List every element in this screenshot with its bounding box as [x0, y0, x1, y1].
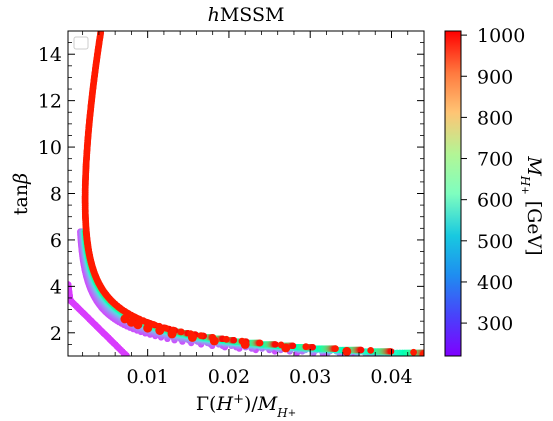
data-point-marker	[187, 332, 197, 342]
data-point	[272, 341, 279, 348]
colorbar-label: MH+ [GeV]	[518, 155, 545, 255]
colorbar-tick-label: 600	[477, 190, 513, 212]
colorbar-tick-label: 500	[477, 231, 513, 253]
colorbar-ticks: 300 400 500 600 700 800 900 1000	[461, 25, 525, 335]
data-point	[436, 352, 442, 358]
data-point	[434, 351, 440, 357]
data-point-marker	[143, 323, 153, 333]
data-point-marker	[281, 343, 291, 353]
y-tick-label: 10	[38, 137, 62, 159]
data-point-marker	[342, 346, 352, 356]
y-tick-label: 14	[38, 44, 62, 66]
x-tick-label: 0.04	[370, 366, 412, 388]
data-point	[289, 342, 297, 349]
data-point-max-mass	[177, 328, 185, 336]
y-axis-label: tanβ	[10, 173, 32, 215]
y-tick-label: 6	[50, 230, 62, 252]
chart-title-rest: MSSM	[220, 4, 285, 26]
y-tick-label: 2	[50, 323, 62, 345]
data-point	[428, 351, 434, 357]
x-axis-ticks: 0.01 0.02 0.03 0.04	[82, 31, 413, 388]
data-point-marker	[419, 350, 424, 356]
x-tick-label: 0.01	[126, 366, 168, 388]
data-point-marker	[155, 326, 165, 335]
colorbar	[444, 30, 462, 357]
legend-box	[73, 36, 89, 50]
data-point	[423, 353, 424, 355]
data-point	[230, 337, 238, 344]
scatter-points	[68, 31, 442, 358]
data-point-max-mass	[256, 339, 264, 347]
data-point-marker	[209, 336, 219, 346]
x-axis-label: Γ(H+)/MH+	[196, 392, 296, 421]
data-point-marker	[120, 314, 130, 324]
data-point-max-mass	[302, 343, 310, 351]
data-point-marker	[240, 339, 250, 349]
chart-title-italic: h	[208, 4, 220, 26]
data-point	[309, 344, 316, 351]
data-point-max-mass	[332, 345, 339, 352]
chart-title: hMSSM	[208, 4, 285, 26]
data-point-max-mass	[197, 332, 205, 339]
colorbar-tick-label: 800	[477, 107, 513, 129]
colorbar-tick-label: 1000	[477, 25, 525, 47]
y-tick-label: 4	[50, 276, 62, 298]
data-point	[358, 346, 365, 354]
data-point-max-mass	[410, 348, 417, 356]
data-point-max-mass	[367, 347, 375, 354]
x-tick-label: 0.02	[208, 366, 250, 388]
y-axis-ticks: 2 4 6 8 10 12 14	[38, 30, 424, 357]
y-tick-label: 12	[38, 91, 62, 113]
data-point-max-mass	[223, 335, 230, 343]
data-point	[426, 352, 432, 358]
colorbar-tick-label: 900	[477, 66, 513, 88]
colorbar-tick-label: 700	[477, 149, 513, 171]
y-tick-label: 8	[50, 184, 62, 206]
data-point	[431, 351, 437, 357]
data-point-marker	[167, 329, 177, 339]
colorbar-tick-label: 400	[477, 272, 513, 294]
x-tick-label: 0.03	[289, 366, 331, 388]
colorbar-tick-label: 300	[477, 313, 513, 335]
